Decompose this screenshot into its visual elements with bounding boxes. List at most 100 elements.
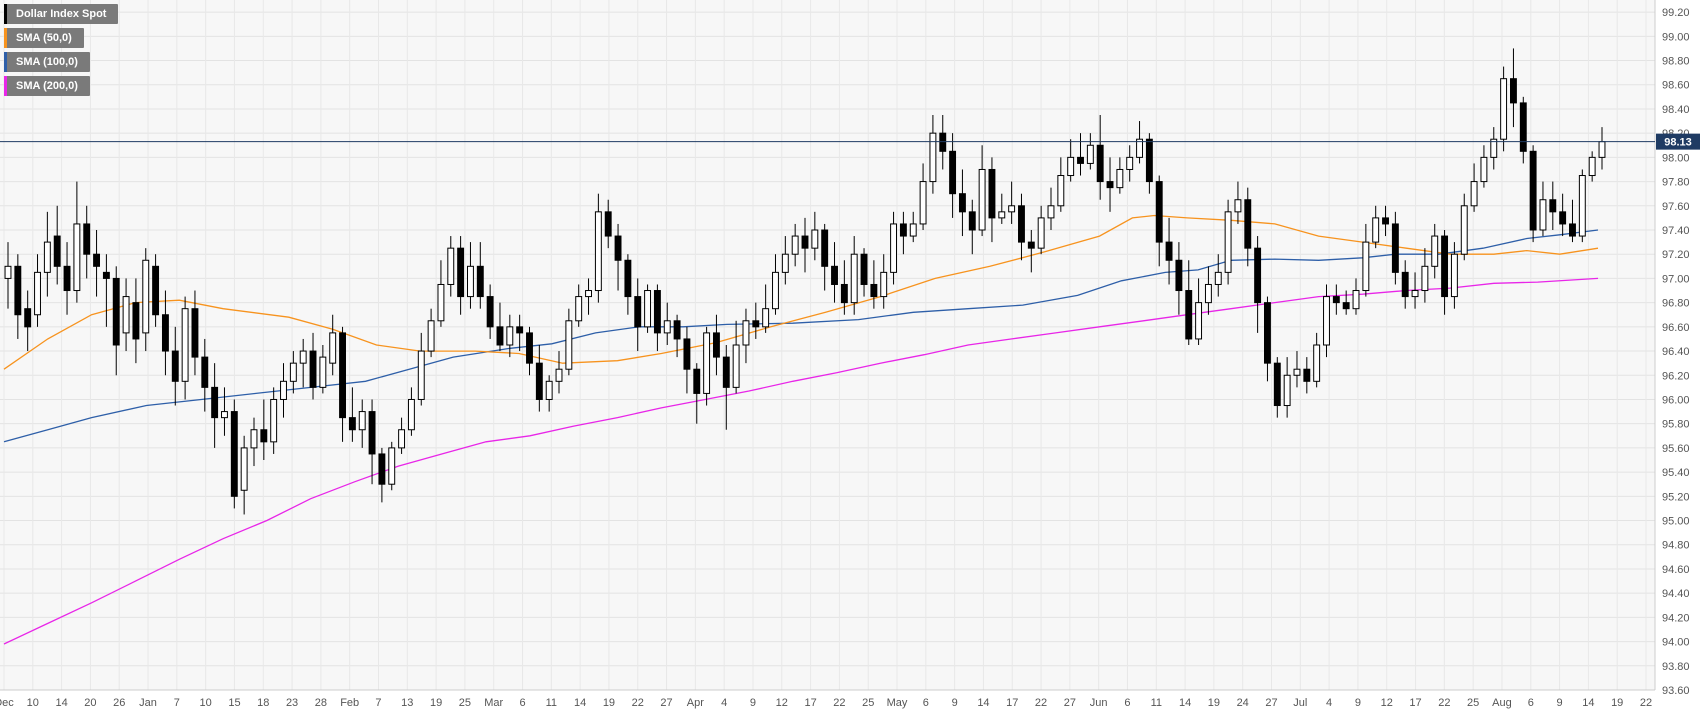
candle <box>958 169 966 237</box>
candle <box>1450 242 1458 309</box>
x-tick-label: 18 <box>257 697 269 709</box>
candle-body <box>1323 296 1330 346</box>
y-tick-label: 98.40 <box>1662 104 1690 116</box>
candle-body <box>289 362 297 382</box>
candle <box>1323 284 1330 358</box>
x-tick-label: 17 <box>1006 697 1018 709</box>
candle <box>791 223 799 267</box>
current-price-marker: 98.13 <box>0 133 1700 150</box>
candle-body <box>348 417 356 431</box>
x-tick-label: 22 <box>1640 697 1652 709</box>
candle-body <box>663 320 671 334</box>
candle <box>1578 169 1586 243</box>
x-tick-label: 9 <box>1557 697 1563 709</box>
candle-body <box>683 338 691 370</box>
candle-body <box>63 265 71 292</box>
candle <box>4 242 12 309</box>
candle <box>1332 284 1340 315</box>
candle-body <box>1401 271 1409 298</box>
y-tick-label: 97.40 <box>1662 225 1690 237</box>
legend-swatch <box>4 28 7 48</box>
candle-body <box>1175 259 1183 292</box>
y-tick-label: 94.20 <box>1662 612 1690 624</box>
legend-item-sma-100[interactable]: SMA (100,0) <box>4 52 90 72</box>
candle <box>329 314 337 376</box>
candle-body <box>1391 223 1399 273</box>
legend-item-dollar-index[interactable]: Dollar Index Spot <box>4 4 119 24</box>
candle <box>1411 272 1419 309</box>
candle-body <box>102 271 110 279</box>
candle-body <box>1352 290 1360 310</box>
candle <box>250 417 258 467</box>
candle-body <box>1578 175 1586 237</box>
candle <box>801 217 809 273</box>
candle <box>1342 290 1350 315</box>
candle <box>840 260 848 315</box>
x-tick-label: 12 <box>776 697 788 709</box>
candle <box>358 399 366 448</box>
candle <box>270 387 278 454</box>
x-tick-label: 25 <box>1467 697 1479 709</box>
candle-body <box>919 181 927 225</box>
candle-body <box>1067 156 1075 177</box>
candle-body <box>260 429 268 443</box>
candle <box>1539 181 1547 237</box>
candle-body <box>949 150 957 195</box>
candle <box>1047 187 1055 230</box>
legend-item-sma-50[interactable]: SMA (50,0) <box>4 28 84 48</box>
candle-body <box>998 211 1006 219</box>
x-tick-label: 11 <box>546 697 557 709</box>
candle <box>378 447 386 503</box>
x-tick-label: 6 <box>1124 697 1130 709</box>
x-tick-label: 6 <box>923 697 929 709</box>
plot-background <box>0 0 1655 690</box>
candle <box>998 193 1006 224</box>
candle <box>644 284 652 333</box>
candle-body <box>122 296 130 334</box>
candle-body <box>703 332 711 394</box>
candle <box>988 157 996 243</box>
current-price-label: 98.13 <box>1664 137 1692 149</box>
candle-body <box>486 296 494 328</box>
candle <box>388 441 396 491</box>
x-tick-label: 17 <box>804 697 816 709</box>
x-tick-label: 22 <box>1438 697 1450 709</box>
candle <box>1352 278 1360 315</box>
candle <box>201 338 209 412</box>
candle-body <box>644 290 652 328</box>
candle <box>447 236 455 297</box>
candle <box>880 254 888 309</box>
candle <box>368 399 376 485</box>
candle-body <box>152 265 160 316</box>
legend-item-sma-200[interactable]: SMA (200,0) <box>4 76 90 96</box>
candle <box>575 284 583 327</box>
candle <box>1529 145 1537 243</box>
candle-body <box>1254 247 1262 304</box>
candle <box>693 363 701 424</box>
moving-averages <box>3 214 1599 645</box>
x-tick-label: 19 <box>603 697 615 709</box>
candle <box>1067 139 1075 182</box>
candle-body <box>1244 199 1252 249</box>
candle <box>1008 181 1016 224</box>
x-tick-label: 19 <box>430 697 442 709</box>
candle-body <box>870 283 878 298</box>
candle-body <box>24 308 32 328</box>
candle-body <box>378 453 386 485</box>
candle <box>811 211 819 261</box>
x-tick-label: Jul <box>1293 697 1307 709</box>
candle-body <box>1382 217 1389 225</box>
candle <box>535 345 543 412</box>
y-tick-label: 97.80 <box>1662 177 1690 189</box>
candle-body <box>634 296 642 328</box>
candle-body <box>73 223 81 292</box>
candle <box>949 133 957 218</box>
candle <box>407 387 415 436</box>
candle-body <box>1342 302 1350 310</box>
x-tick-label: 10 <box>200 697 212 709</box>
candle <box>14 254 22 339</box>
y-tick-label: 94.80 <box>1662 540 1690 552</box>
candle-body <box>604 211 612 237</box>
candle <box>427 308 435 358</box>
candle-body <box>958 193 966 213</box>
